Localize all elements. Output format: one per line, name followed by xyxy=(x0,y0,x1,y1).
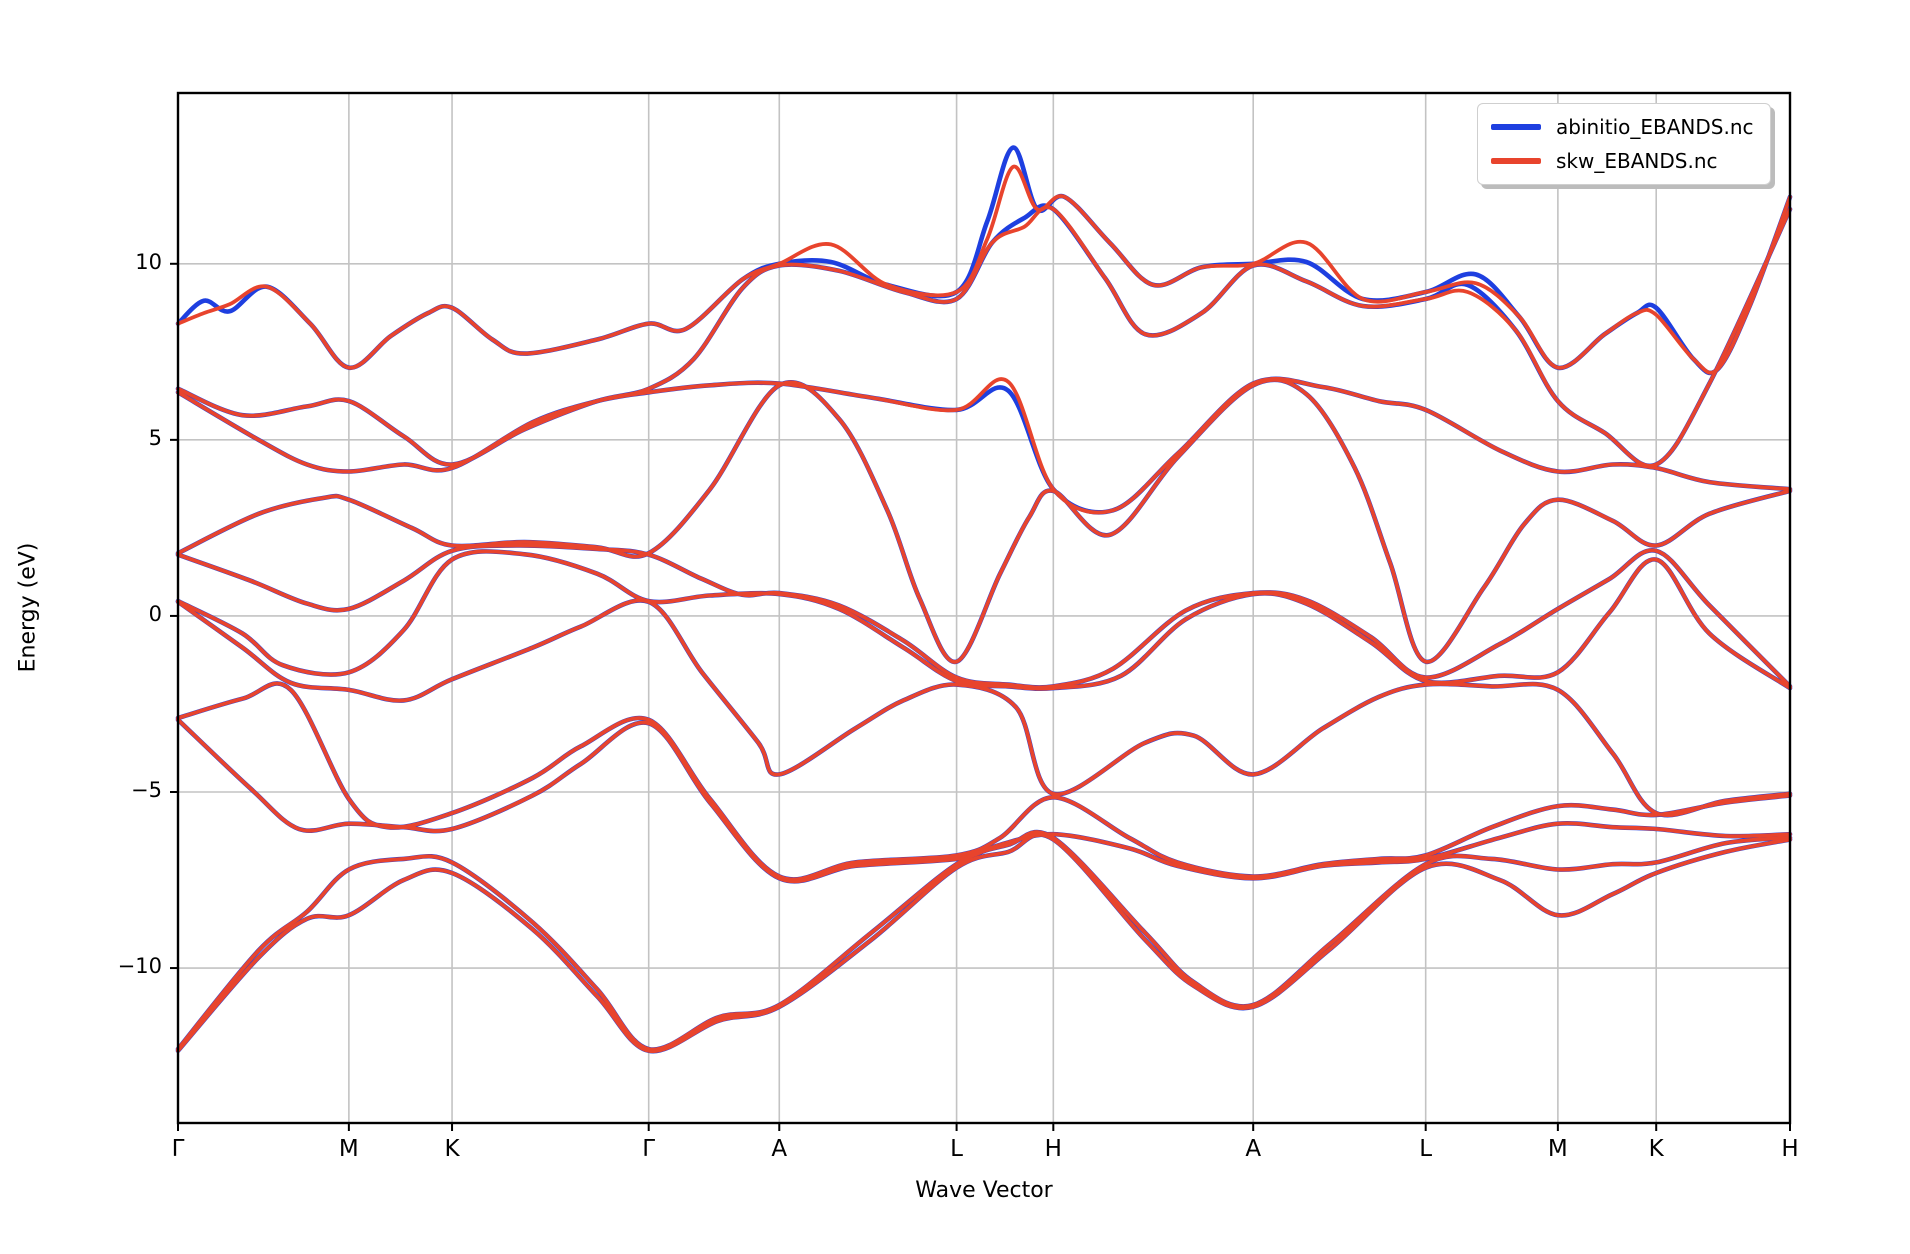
skw-band-line xyxy=(176,830,1792,1052)
x-tick-label-L: L xyxy=(950,1136,963,1162)
skw-line-sample-icon xyxy=(1491,158,1541,164)
legend-label-abinitio: abinitio_EBANDS.nc xyxy=(1556,115,1754,139)
x-tick-label-H: H xyxy=(1781,1136,1799,1162)
abinitio-band-line xyxy=(175,598,1793,818)
legend-item-abinitio: abinitio_EBANDS.nc xyxy=(1491,115,1754,139)
skw-band-line xyxy=(176,376,1792,515)
x-tick-label-M: M xyxy=(338,1136,359,1162)
skw-band-line xyxy=(176,543,1792,690)
abinitio-line-sample-icon xyxy=(1491,124,1541,130)
x-tick-label-H: H xyxy=(1044,1136,1062,1162)
abinitio-band-line xyxy=(175,376,1793,515)
x-tick-label-Γ: Γ xyxy=(642,1136,656,1162)
y-tick-label: 0 xyxy=(148,601,162,626)
skw-band-line xyxy=(176,832,1792,1054)
skw-band-line xyxy=(176,164,1792,375)
x-tick-label-A: A xyxy=(1245,1136,1262,1162)
x-tick-label-K: K xyxy=(1648,1136,1664,1162)
y-tick-label: −10 xyxy=(117,954,162,979)
skw-band-line xyxy=(176,598,1792,818)
y-tick-label: −5 xyxy=(131,777,162,802)
y-tick-label: 5 xyxy=(148,425,162,450)
x-axis-label: Wave Vector xyxy=(915,1178,1053,1203)
x-tick-label-M: M xyxy=(1547,1136,1568,1162)
abinitio-band-line xyxy=(175,829,1793,1052)
y-tick-label: 10 xyxy=(135,249,162,274)
x-tick-label-L: L xyxy=(1419,1136,1433,1162)
skw-band-line xyxy=(176,377,1792,664)
x-tick-label-K: K xyxy=(444,1136,460,1162)
x-tick-label-A: A xyxy=(771,1136,788,1162)
legend: abinitio_EBANDS.nc skw_EBANDS.nc xyxy=(1477,103,1771,185)
axes-spines xyxy=(176,91,1792,1125)
abinitio-band-line xyxy=(175,377,1793,665)
x-tick-label-Γ: Γ xyxy=(171,1136,185,1162)
legend-item-skw: skw_EBANDS.nc xyxy=(1491,149,1754,173)
legend-label-skw: skw_EBANDS.nc xyxy=(1556,149,1718,173)
skw-band-line xyxy=(176,549,1792,691)
